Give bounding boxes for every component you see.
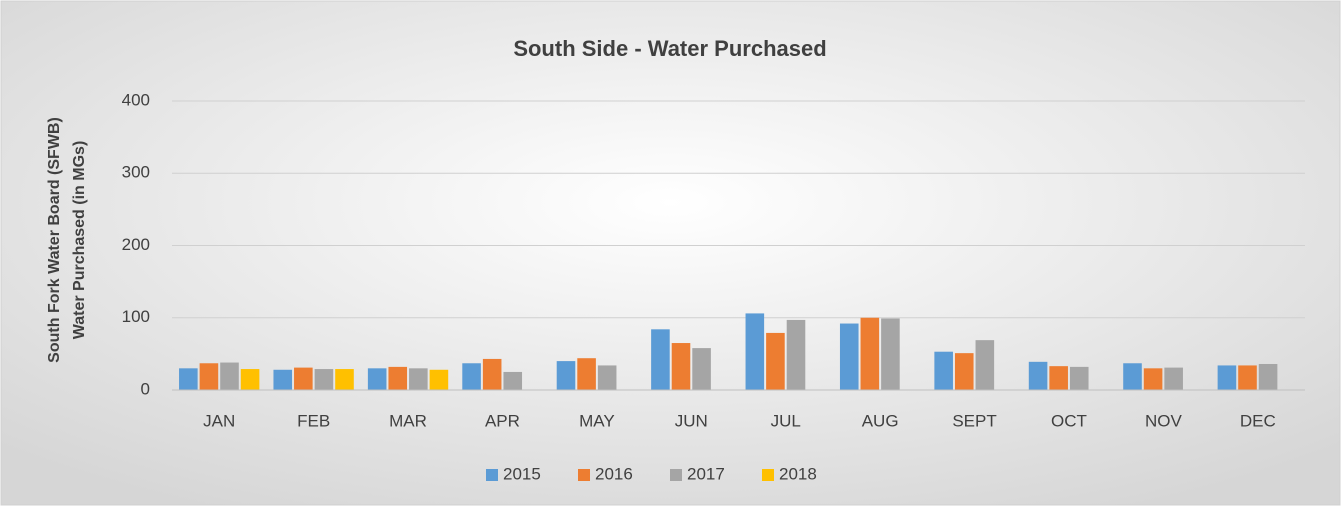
x-tick-label: AUG: [862, 411, 899, 430]
legend-swatch: [762, 469, 774, 481]
bar: [1143, 368, 1163, 390]
x-tick-label: SEPT: [952, 411, 996, 430]
bar: [1217, 365, 1237, 390]
bar: [273, 369, 293, 390]
x-tick-label: MAY: [579, 411, 615, 430]
x-tick-label: JAN: [203, 411, 235, 430]
bar: [745, 313, 765, 390]
bar: [786, 319, 806, 390]
bar: [179, 368, 198, 390]
bar: [335, 369, 354, 390]
bar: [692, 348, 711, 390]
y-axis-title: South Fork Water Board (SFWB): [46, 117, 63, 363]
x-tick-label: APR: [485, 411, 520, 430]
bar: [934, 351, 953, 390]
bar: [839, 323, 859, 390]
x-tick-label: MAR: [389, 411, 427, 430]
bar: [240, 369, 260, 390]
bar: [294, 367, 313, 390]
x-tick-label: FEB: [297, 411, 330, 430]
bar: [388, 366, 408, 390]
bar: [881, 318, 900, 390]
x-tick-label: JUN: [675, 411, 708, 430]
x-tick-label: NOV: [1145, 411, 1183, 430]
legend-label: 2017: [687, 464, 725, 483]
y-axis-title: Water Purchased (in MGs): [71, 141, 88, 340]
bar: [1258, 363, 1278, 390]
bar: [1049, 366, 1068, 390]
bar: [975, 340, 995, 390]
bar: [367, 368, 387, 390]
bar: [482, 358, 502, 390]
y-tick-label: 300: [122, 163, 150, 182]
bar: [199, 363, 219, 390]
bar: [651, 329, 670, 390]
y-tick-label: 100: [122, 307, 150, 326]
legend-swatch: [578, 469, 590, 481]
bar: [1069, 366, 1089, 390]
bar: [1028, 361, 1048, 390]
bar: [671, 343, 691, 390]
bar: [766, 332, 785, 390]
y-tick-label: 400: [122, 90, 150, 109]
bar: [1123, 363, 1142, 390]
bar: [429, 369, 449, 390]
legend-swatch: [670, 469, 682, 481]
bar: [314, 369, 334, 390]
x-tick-label: OCT: [1051, 411, 1087, 430]
bar: [503, 371, 523, 390]
bar: [1238, 365, 1257, 390]
chart-title: South Side - Water Purchased: [513, 36, 826, 61]
bar: [1164, 367, 1183, 390]
x-tick-label: JUL: [771, 411, 801, 430]
bar: [597, 365, 617, 390]
x-tick-label: DEC: [1240, 411, 1276, 430]
bar: [220, 362, 239, 390]
bar: [556, 361, 576, 390]
bar: [577, 358, 596, 390]
bar: [462, 363, 481, 390]
bar: [860, 317, 880, 390]
bar: [954, 353, 974, 390]
legend-label: 2018: [779, 464, 817, 483]
y-tick-label: 200: [122, 235, 150, 254]
legend-label: 2015: [503, 464, 541, 483]
legend-swatch: [486, 469, 498, 481]
bar: [409, 368, 428, 390]
legend-label: 2016: [595, 464, 633, 483]
y-tick-label: 0: [141, 379, 150, 398]
